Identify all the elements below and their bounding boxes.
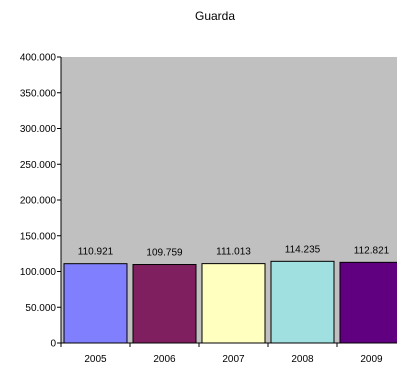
chart-title: Guarda xyxy=(195,9,235,23)
bar-2009 xyxy=(339,261,397,344)
y-axis: 0 50.000 100.000 150.000 200.000 250.000 300.0… xyxy=(20,53,62,350)
y-tick-label: 0 xyxy=(50,339,56,350)
data-label-2007: 111.013 xyxy=(216,247,251,258)
y-tick-label: 100.000 xyxy=(20,267,57,278)
bars-group xyxy=(63,260,397,344)
data-label-2008: 114.235 xyxy=(285,244,321,255)
x-tick-label: 2005 xyxy=(84,354,107,365)
y-tick-label: 150.000 xyxy=(20,231,57,242)
y-tick-label: 300.000 xyxy=(20,124,57,135)
y-tick-label: 200.000 xyxy=(20,196,57,207)
x-tick-label: 2008 xyxy=(291,354,314,365)
x-axis: 2005 2006 2007 2008 2009 xyxy=(60,342,397,365)
y-tick-label: 400.000 xyxy=(20,53,57,64)
data-label-2009: 112.821 xyxy=(354,245,390,256)
data-labels-group: 110.921 109.759 111.013 114.235 112.821 xyxy=(78,244,390,258)
bar-2008 xyxy=(270,260,335,344)
y-tick-label: 50.000 xyxy=(25,303,56,314)
x-tick-label: 2006 xyxy=(153,354,176,365)
data-label-2006: 109.759 xyxy=(146,248,183,259)
bar-2005 xyxy=(63,263,128,344)
x-tick-label: 2009 xyxy=(360,354,383,365)
data-label-2005: 110.921 xyxy=(78,247,114,258)
y-tick-label: 350.000 xyxy=(20,88,57,99)
bar-2007 xyxy=(201,263,266,344)
x-tick-label: 2007 xyxy=(222,354,245,365)
y-tick-label: 250.000 xyxy=(20,160,57,171)
bar-2006 xyxy=(132,264,197,344)
